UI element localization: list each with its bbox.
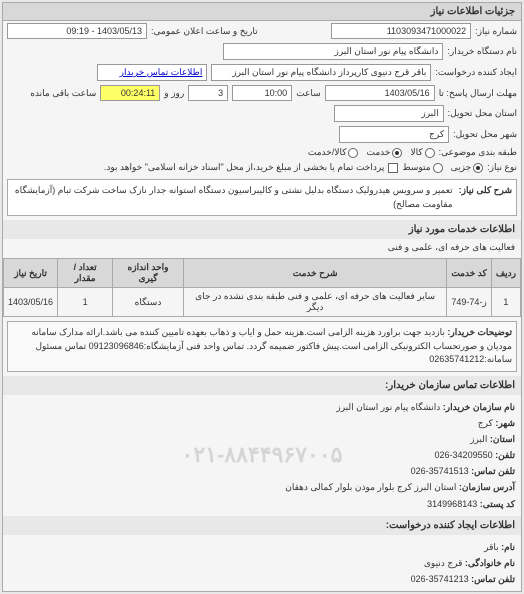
row-need-type: نوع نیاز: جزیی متوسط پرداخت تمام یا بخشی…: [3, 160, 521, 175]
c-post-label: کد پستی:: [480, 499, 515, 509]
c-fax-label: تلفن تماس:: [471, 466, 515, 476]
table-row: 1 ز-74-749 سایر فعالیت های حرفه ای، علمی…: [4, 288, 521, 317]
panel-title: جزئیات اطلاعات نیاز: [3, 3, 521, 21]
org-label: نام سازمان خریدار:: [443, 402, 515, 412]
days-label: روز و: [164, 88, 184, 99]
c-addr-val: استان البرز کرج بلوار موذن بلوار کمالی د…: [285, 482, 456, 492]
creator-title: اطلاعات ایجاد کننده درخواست:: [3, 516, 521, 535]
buyer-label: نام دستگاه خریدار:: [447, 46, 517, 57]
creator-field: باقر قرج دنیوی کارپرداز دانشگاه پیام نور…: [211, 64, 431, 81]
cr-name-val: باقر: [484, 542, 499, 552]
td-idx: 1: [491, 288, 520, 317]
group-label: طبقه بندی موضوعی:: [439, 147, 517, 158]
c-city-val: کرج: [478, 418, 493, 428]
th-qty: تعداد / مقدار: [58, 259, 113, 288]
row-request-number: شماره نیاز: 1103093471000022 تاریخ و ساع…: [3, 21, 521, 41]
org-val: دانشگاه پیام نور استان البرز: [336, 402, 440, 412]
province-field: البرز: [334, 105, 444, 122]
radio-icon: [473, 163, 483, 173]
pay-note: پرداخت تمام یا بخشی از مبلغ خرید،از محل …: [104, 162, 384, 173]
req-no-field: 1103093471000022: [331, 23, 471, 39]
th-date: تاریخ نیاز: [4, 259, 58, 288]
remaining-label: ساعت باقی مانده: [30, 88, 96, 99]
req-no-label: شماره نیاز:: [475, 26, 517, 37]
deadline-date: 1403/05/16: [325, 85, 435, 101]
radio-goods-service[interactable]: کالا/خدمت: [308, 147, 359, 158]
td-unit: دستگاه: [113, 288, 184, 317]
row-deadline: مهلت ارسال پاسخ: تا 1403/05/16 ساعت 10:0…: [3, 83, 521, 103]
row-province: استان محل تحویل: البرز: [3, 103, 521, 124]
row-city: شهر محل تحویل: کرج: [3, 124, 521, 145]
radio-icon: [425, 148, 435, 158]
radio-icon: [433, 163, 443, 173]
creator-label: ایجاد کننده درخواست:: [435, 67, 517, 78]
time-label: ساعت: [296, 88, 321, 99]
deadline-time: 10:00: [232, 85, 292, 101]
radio-icon: [348, 148, 358, 158]
cr-family-label: نام خانوادگی:: [465, 558, 515, 568]
creator-section: نام: باقر نام خانوادگی: قرج دنیوی تلفن ت…: [3, 535, 521, 592]
radio-icon: [392, 148, 402, 158]
c-prov-label: استان:: [490, 434, 515, 444]
td-date: 1403/05/16: [4, 288, 58, 317]
td-desc: سایر فعالیت های حرفه ای، علمی و فنی طبقه…: [183, 288, 446, 317]
c-addr-label: آدرس سازمان:: [459, 482, 515, 492]
row-buyer: نام دستگاه خریدار: دانشگاه پیام نور استا…: [3, 41, 521, 62]
cr-family-val: قرج دنیوی: [424, 558, 463, 568]
need-radios: جزیی متوسط: [402, 162, 483, 173]
c-post-val: 3149968143: [427, 499, 477, 509]
services-title: اطلاعات خدمات مورد نیاز: [3, 220, 521, 239]
c-tel-val: 34209550-026: [435, 450, 493, 460]
city-field: کرج: [339, 126, 449, 143]
c-prov-val: البرز: [470, 434, 487, 444]
days-field: 3: [188, 85, 228, 101]
pay-checkbox[interactable]: [388, 163, 398, 173]
contact-section: ۰۲۱-۸۸۴۴۹۶۷۰۰۵ نام سازمان خریدار: دانشگا…: [3, 395, 521, 516]
desc-label: شرح کلی نیاز:: [459, 184, 512, 211]
radio-small[interactable]: جزیی: [451, 162, 484, 173]
th-desc: شرح خدمت: [183, 259, 446, 288]
contact-title: اطلاعات تماس سازمان خریدار:: [3, 376, 521, 395]
radio-medium[interactable]: متوسط: [402, 162, 442, 173]
th-unit: واحد اندازه گیری: [113, 259, 184, 288]
classification-radios: کالا خدمت کالا/خدمت: [308, 147, 435, 158]
need-label: نوع نیاز:: [487, 162, 517, 173]
cr-name-label: نام:: [501, 542, 515, 552]
td-code: ز-74-749: [447, 288, 491, 317]
announce-label: تاریخ و ساعت اعلان عمومی:: [151, 26, 258, 37]
th-idx: ردیف: [491, 259, 520, 288]
province-label: استان محل تحویل:: [448, 108, 517, 119]
city-label: شهر محل تحویل:: [453, 129, 517, 140]
services-table: ردیف کد خدمت شرح خدمت واحد اندازه گیری ت…: [3, 258, 521, 317]
buyer-note-box: توضیحات خریدار: بازدید جهت براورد هزینه …: [7, 321, 517, 372]
td-qty: 1: [58, 288, 113, 317]
remaining-field: 00:24:11: [100, 85, 160, 101]
th-code: کد خدمت: [447, 259, 491, 288]
services-sub: فعالیت های حرفه ای، علمی و فنی: [3, 239, 521, 256]
c-tel-label: تلفن:: [495, 450, 515, 460]
desc-text: تعمیر و سرویس هیدرولیک دستگاه بدلیل نشتی…: [12, 184, 453, 211]
c-city-label: شهر:: [495, 418, 515, 428]
buyer-field: دانشگاه پیام نور استان البرز: [223, 43, 443, 60]
buyer-note-label: توضیحات خریدار:: [447, 327, 512, 337]
contact-link[interactable]: اطلاعات تماس خریدار: [97, 64, 207, 81]
buyer-note-text: بازدید جهت براورد هزینه الزامی است.هزینه…: [31, 327, 512, 364]
announce-field: 1403/05/13 - 09:19: [7, 23, 147, 39]
radio-goods[interactable]: کالا: [410, 147, 434, 158]
c-fax-val: 35741513-026: [411, 466, 469, 476]
details-panel: جزئیات اطلاعات نیاز شماره نیاز: 11030934…: [2, 2, 522, 592]
table-header-row: ردیف کد خدمت شرح خدمت واحد اندازه گیری ت…: [4, 259, 521, 288]
description-box: شرح کلی نیاز: تعمیر و سرویس هیدرولیک دست…: [7, 179, 517, 216]
deadline-label: مهلت ارسال پاسخ: تا: [439, 88, 517, 99]
radio-service[interactable]: خدمت: [366, 147, 402, 158]
row-creator: ایجاد کننده درخواست: باقر قرج دنیوی کارپ…: [3, 62, 521, 83]
row-classification: طبقه بندی موضوعی: کالا خدمت کالا/خدمت: [3, 145, 521, 160]
